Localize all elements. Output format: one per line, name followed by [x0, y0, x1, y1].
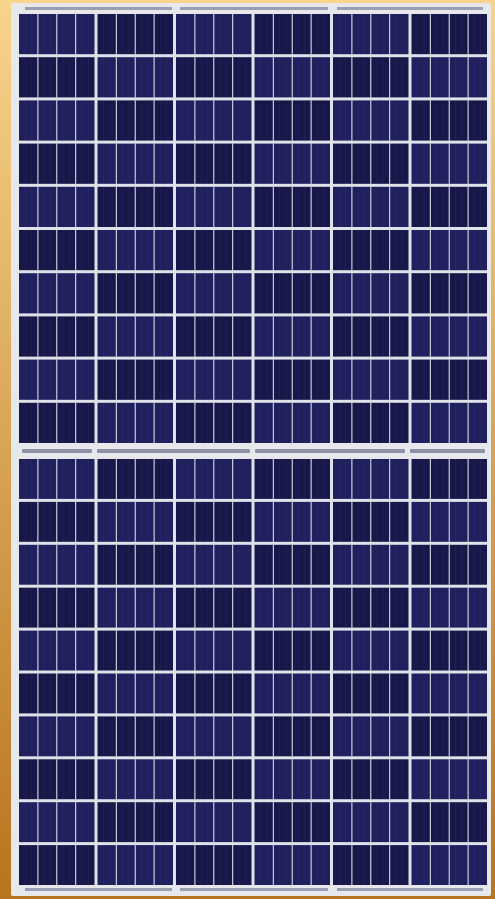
ribbon-strip: [410, 449, 485, 453]
ribbon-strip: [97, 449, 250, 453]
panel-upper-half: [19, 14, 487, 443]
junction-gap: [19, 7, 487, 891]
panel-lower-half: [19, 459, 487, 885]
ribbon-strip: [255, 449, 405, 453]
ribbon-strip: [22, 449, 92, 453]
